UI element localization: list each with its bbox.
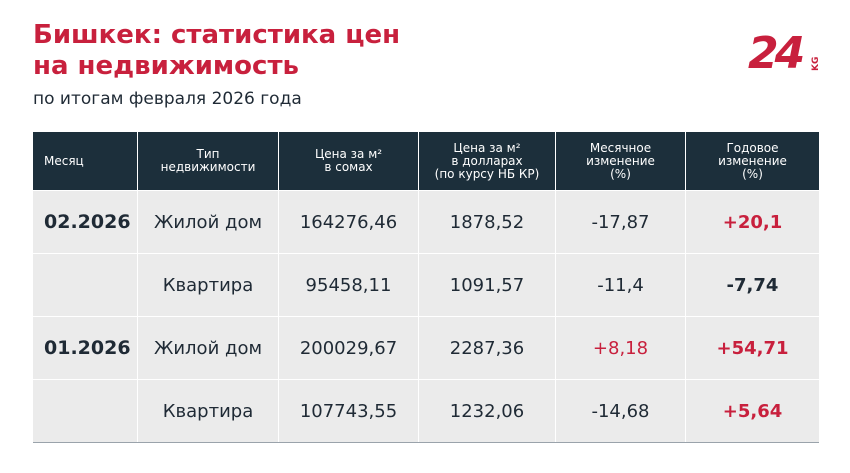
cell-yearly-change: +54,71 (716, 337, 789, 359)
cell-monthly-change: -11,4 (556, 254, 686, 316)
table-row: 01.2026 Жилой дом 200029,67 2287,36 +8,1… (33, 316, 819, 379)
title-line-1: Бишкек: статистика цен (33, 20, 401, 50)
cell-type: Квартира (138, 254, 279, 316)
cell-type: Жилой дом (138, 317, 279, 379)
cell-type: Жилой дом (138, 191, 279, 253)
header-type: Тип недвижимости (138, 132, 279, 190)
cell-price-som: 95458,11 (279, 254, 419, 316)
cell-price-som: 200029,67 (279, 317, 419, 379)
cell-yearly-change: +5,64 (722, 400, 783, 422)
cell-price-som: 107743,55 (279, 380, 419, 442)
cell-month (33, 380, 138, 442)
table-row: 02.2026 Жилой дом 164276,46 1878,52 -17,… (33, 190, 819, 253)
cell-yearly-change: +20,1 (722, 211, 783, 233)
table-bottom-border (33, 442, 819, 443)
page-title: Бишкек: статистика цен на недвижимость (33, 20, 633, 82)
header-yearly-change: Годовое изменение (%) (718, 140, 787, 181)
cell-price-usd: 2287,36 (419, 317, 556, 379)
cell-price-usd: 1878,52 (419, 191, 556, 253)
header-price-som: Цена за м² в сомах (279, 132, 419, 190)
header-price-usd: Цена за м² в долларах (по курсу НБ КР) (419, 132, 556, 190)
title-line-2: на недвижимость (33, 51, 299, 81)
cell-yearly-change: -7,74 (726, 274, 779, 296)
page-subtitle: по итогам февраля 2026 года (33, 89, 302, 109)
cell-monthly-change: +8,18 (556, 317, 686, 379)
logo-number: 24 (748, 28, 803, 74)
header-monthly-change: Месячное изменение (%) (556, 132, 686, 190)
cell-monthly-change: -14,68 (556, 380, 686, 442)
cell-price-usd: 1232,06 (419, 380, 556, 442)
cell-price-usd: 1091,57 (419, 254, 556, 316)
brand-logo: 24 KG (748, 28, 820, 74)
price-table: Месяц Тип недвижимости Цена за м² в сома… (33, 132, 819, 443)
cell-type: Квартира (138, 380, 279, 442)
cell-price-som: 164276,46 (279, 191, 419, 253)
table-row: Квартира 95458,11 1091,57 -11,4 -7,74 (33, 253, 819, 316)
table-row: Квартира 107743,55 1232,06 -14,68 +5,64 (33, 379, 819, 442)
table-header: Месяц Тип недвижимости Цена за м² в сома… (33, 132, 819, 190)
cell-monthly-change: -17,87 (556, 191, 686, 253)
logo-suffix: KG (811, 57, 820, 71)
cell-month: 01.2026 (33, 317, 138, 379)
cell-month (33, 254, 138, 316)
cell-month: 02.2026 (33, 191, 138, 253)
header-month: Месяц (33, 132, 138, 190)
